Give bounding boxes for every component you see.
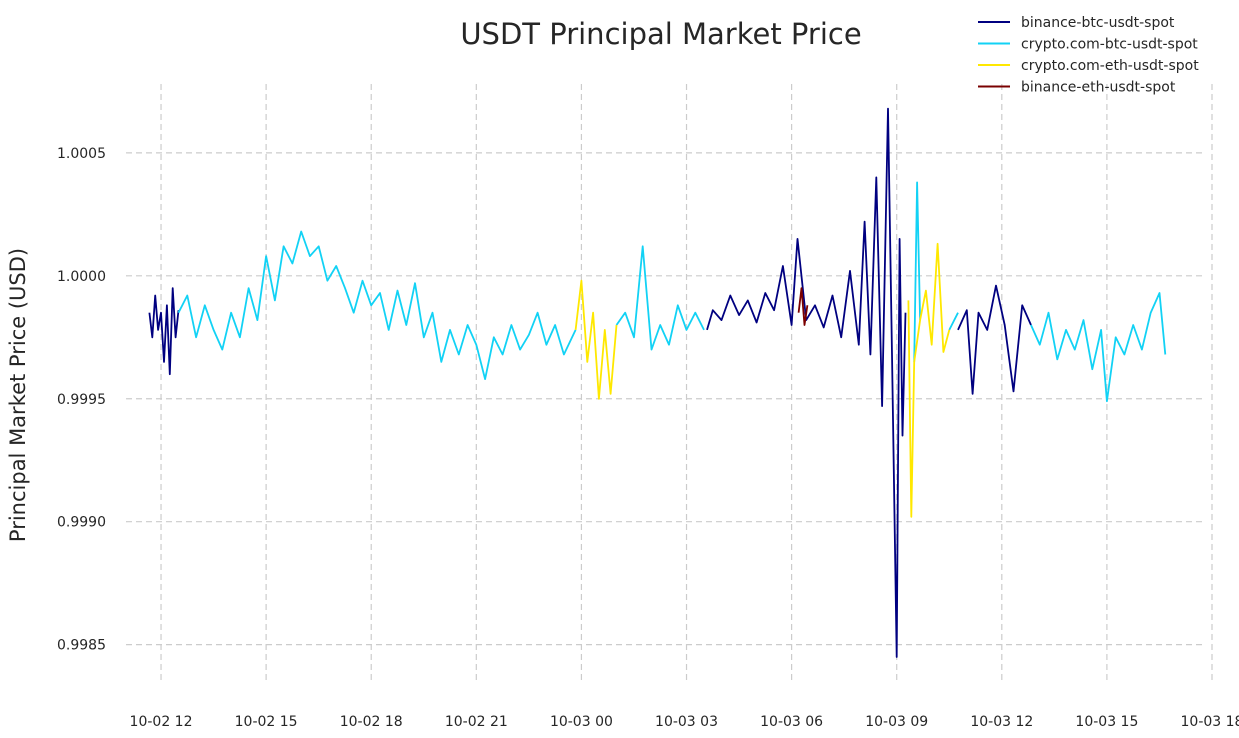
legend: binance-btc-usdt-spot crypto.com-btc-usdt…: [978, 15, 1199, 96]
y-axis-label: Principal Market Price (USD): [6, 248, 30, 542]
x-tick-label: 10-03 06: [760, 714, 823, 730]
x-tick-label: 10-02 21: [445, 714, 508, 730]
x-tick-label: 10-03 00: [550, 714, 613, 730]
y-tick-label: 0.9985: [57, 638, 106, 654]
x-tick-label: 10-03 12: [970, 714, 1033, 730]
x-tick-label: 10-02 12: [130, 714, 193, 730]
y-tick-label: 0.9990: [57, 515, 106, 531]
x-tick-label: 10-02 18: [340, 714, 403, 730]
x-tick-label: 10-03 03: [655, 714, 718, 730]
y-tick-label: 1.0000: [57, 269, 106, 285]
series-line-crypto.com-btc-usdt-spot: [177, 181, 1167, 403]
legend-label: binance-btc-usdt-spot: [1021, 15, 1175, 31]
y-tick-label: 1.0005: [57, 146, 106, 162]
series-layer: [148, 107, 1167, 658]
chart-title: USDT Principal Market Price: [460, 17, 861, 51]
legend-label: crypto.com-eth-usdt-spot: [1021, 58, 1199, 74]
series-line-binance-eth-usdt-spot: [797, 287, 809, 326]
x-tick-label: 10-03 18: [1181, 714, 1239, 730]
x-tick-label: 10-03 15: [1075, 714, 1138, 730]
x-tick-labels: 10-02 12 10-02 15 10-02 18 10-02 21 10-03 00…: [130, 714, 1239, 730]
series-line-binance-btc-usdt-spot: [148, 107, 1032, 658]
y-tick-label: 0.9995: [57, 392, 106, 408]
legend-label: crypto.com-btc-usdt-spot: [1021, 37, 1198, 53]
x-tick-label: 10-02 15: [235, 714, 298, 730]
series-line-crypto.com-eth-usdt-spot: [574, 242, 951, 518]
y-tick-labels: 0.9985 0.9990 0.9995 1.0000 1.0005: [57, 146, 106, 654]
grid-layer: [126, 84, 1213, 684]
x-tick-label: 10-03 09: [865, 714, 928, 730]
legend-label: binance-eth-usdt-spot: [1021, 80, 1176, 96]
